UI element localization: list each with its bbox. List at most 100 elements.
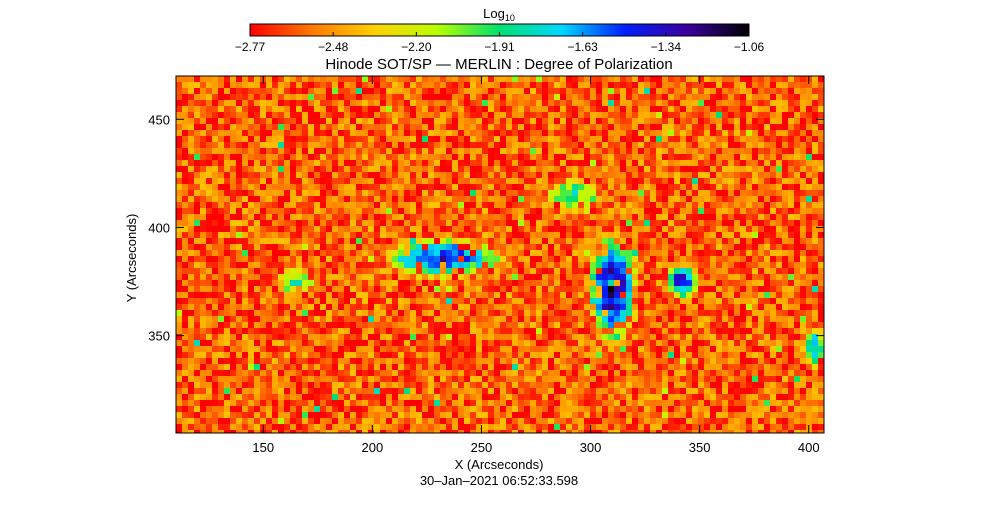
heatmap-cell: [404, 100, 410, 106]
heatmap-cell: [260, 136, 266, 142]
heatmap-cell: [596, 184, 602, 190]
heatmap-cell: [440, 340, 446, 346]
heatmap-cell: [458, 184, 464, 190]
heatmap-cell: [284, 88, 290, 94]
heatmap-cell: [242, 238, 248, 244]
heatmap-cell: [218, 172, 224, 178]
heatmap-cell: [296, 340, 302, 346]
heatmap-cell: [590, 172, 596, 178]
heatmap-cell: [212, 130, 218, 136]
heatmap-cell: [512, 112, 518, 118]
heatmap-cell: [590, 316, 596, 322]
heatmap-cell: [296, 238, 302, 244]
heatmap-cell: [422, 262, 428, 268]
heatmap-cell: [788, 232, 794, 238]
heatmap-cell: [692, 172, 698, 178]
heatmap-cell: [476, 286, 482, 292]
heatmap-cell: [752, 88, 758, 94]
heatmap-cell: [512, 238, 518, 244]
heatmap-cell: [344, 316, 350, 322]
heatmap-cell: [662, 118, 668, 124]
heatmap-cell: [494, 304, 500, 310]
heatmap-cell: [374, 208, 380, 214]
heatmap-cell: [272, 232, 278, 238]
heatmap-cell: [482, 268, 488, 274]
heatmap-cell: [206, 88, 212, 94]
heatmap-cell: [236, 322, 242, 328]
heatmap-cell: [812, 106, 818, 112]
heatmap-cell: [668, 286, 674, 292]
heatmap-cell: [554, 256, 560, 262]
heatmap-cell: [704, 232, 710, 238]
heatmap-cell: [446, 334, 452, 340]
heatmap-cell: [464, 280, 470, 286]
heatmap-cell: [722, 178, 728, 184]
heatmap-cell: [794, 250, 800, 256]
heatmap-cell: [464, 244, 470, 250]
heatmap-cell: [548, 268, 554, 274]
heatmap-cell: [596, 112, 602, 118]
heatmap-cell: [188, 352, 194, 358]
heatmap-cell: [716, 196, 722, 202]
heatmap-cell: [440, 178, 446, 184]
heatmap-cell: [446, 238, 452, 244]
heatmap-cell: [518, 88, 524, 94]
heatmap-cell: [626, 184, 632, 190]
heatmap-cell: [224, 244, 230, 250]
heatmap-cell: [746, 154, 752, 160]
heatmap-cell: [620, 184, 626, 190]
heatmap-cell: [674, 286, 680, 292]
heatmap-cell: [308, 292, 314, 298]
heatmap-cell: [584, 244, 590, 250]
heatmap-cell: [722, 154, 728, 160]
heatmap-cell: [752, 100, 758, 106]
heatmap-cell: [374, 124, 380, 130]
heatmap-cell: [176, 184, 182, 190]
heatmap-cell: [656, 160, 662, 166]
heatmap-cell: [356, 286, 362, 292]
heatmap-cell: [716, 268, 722, 274]
heatmap-cell: [296, 106, 302, 112]
heatmap-cell: [488, 262, 494, 268]
heatmap-cell: [410, 196, 416, 202]
heatmap-cell: [416, 250, 422, 256]
heatmap-cell: [344, 130, 350, 136]
heatmap-cell: [536, 298, 542, 304]
heatmap-cell: [788, 100, 794, 106]
heatmap-cell: [344, 76, 350, 82]
heatmap-cell: [686, 244, 692, 250]
heatmap-cell: [500, 238, 506, 244]
heatmap-cell: [794, 106, 800, 112]
heatmap-cell: [308, 136, 314, 142]
heatmap-cell: [524, 208, 530, 214]
heatmap-cell: [524, 322, 530, 328]
heatmap-cell: [212, 268, 218, 274]
heatmap-cell: [770, 202, 776, 208]
heatmap-cell: [752, 226, 758, 232]
heatmap-cell: [392, 196, 398, 202]
heatmap-cell: [356, 304, 362, 310]
heatmap-cell: [554, 214, 560, 220]
heatmap-cell: [602, 202, 608, 208]
heatmap-cell: [644, 124, 650, 130]
heatmap-cell: [566, 118, 572, 124]
heatmap-cell: [182, 136, 188, 142]
heatmap-cell: [458, 148, 464, 154]
heatmap-cell: [662, 304, 668, 310]
heatmap-cell: [476, 340, 482, 346]
heatmap-cell: [722, 118, 728, 124]
heatmap-cell: [338, 172, 344, 178]
heatmap-cell: [314, 340, 320, 346]
heatmap-cell: [704, 226, 710, 232]
heatmap-cell: [806, 112, 812, 118]
heatmap-cell: [182, 82, 188, 88]
heatmap-cell: [338, 304, 344, 310]
heatmap-cell: [506, 226, 512, 232]
heatmap-cell: [680, 220, 686, 226]
heatmap-cell: [512, 166, 518, 172]
heatmap-cell: [386, 298, 392, 304]
heatmap-cell: [266, 328, 272, 334]
heatmap-cell: [194, 280, 200, 286]
heatmap-cell: [314, 328, 320, 334]
heatmap-cell: [524, 106, 530, 112]
